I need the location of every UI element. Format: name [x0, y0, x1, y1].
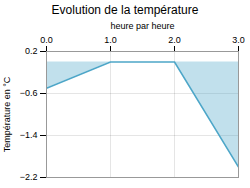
html-text:Evolution de la température: Evolution de la température: [51, 3, 199, 17]
svg-text:3.0: 3.0: [232, 35, 245, 45]
svg-text:1.0: 1.0: [104, 35, 117, 45]
svg-text:2.0: 2.0: [168, 35, 181, 45]
svg-text:heure par heure: heure par heure: [110, 21, 174, 31]
svg-text:0.2: 0.2: [25, 46, 38, 56]
svg-text:−1.4: −1.4: [20, 130, 38, 140]
svg-text:Température en °C: Température en °C: [2, 76, 12, 152]
svg-text:0.0: 0.0: [40, 35, 53, 45]
svg-text:−0.6: −0.6: [20, 88, 38, 98]
svg-text:−2.2: −2.2: [20, 172, 38, 182]
